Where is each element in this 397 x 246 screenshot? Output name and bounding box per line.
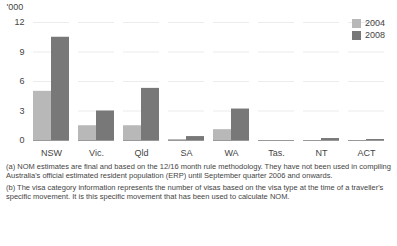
svg-text:Vic.: Vic.: [89, 148, 104, 158]
html-text:2004: 2004: [365, 18, 385, 28]
svg-text:'000: '000: [7, 2, 24, 12]
svg-text:9: 9: [19, 47, 24, 57]
svg-text:ACT: ACT: [358, 148, 377, 158]
svg-text:0: 0: [19, 135, 24, 145]
html-text:2008: 2008: [365, 30, 385, 40]
svg-text:SA: SA: [180, 148, 192, 158]
svg-text:Qld: Qld: [134, 148, 148, 158]
svg-text:3: 3: [19, 106, 24, 116]
html-text:(b) The visa category informat: (b) The visa category information repres…: [6, 182, 384, 202]
svg-text:NSW: NSW: [41, 148, 63, 158]
svg-text:6: 6: [19, 76, 24, 86]
svg-text:12: 12: [14, 17, 24, 27]
html-text:(a) NOM estimates are final an: (a) NOM estimates are final and based on…: [6, 162, 391, 181]
svg-text:Tas.: Tas.: [268, 148, 285, 158]
svg-text:WA: WA: [224, 148, 238, 158]
svg-text:NT: NT: [316, 148, 328, 158]
